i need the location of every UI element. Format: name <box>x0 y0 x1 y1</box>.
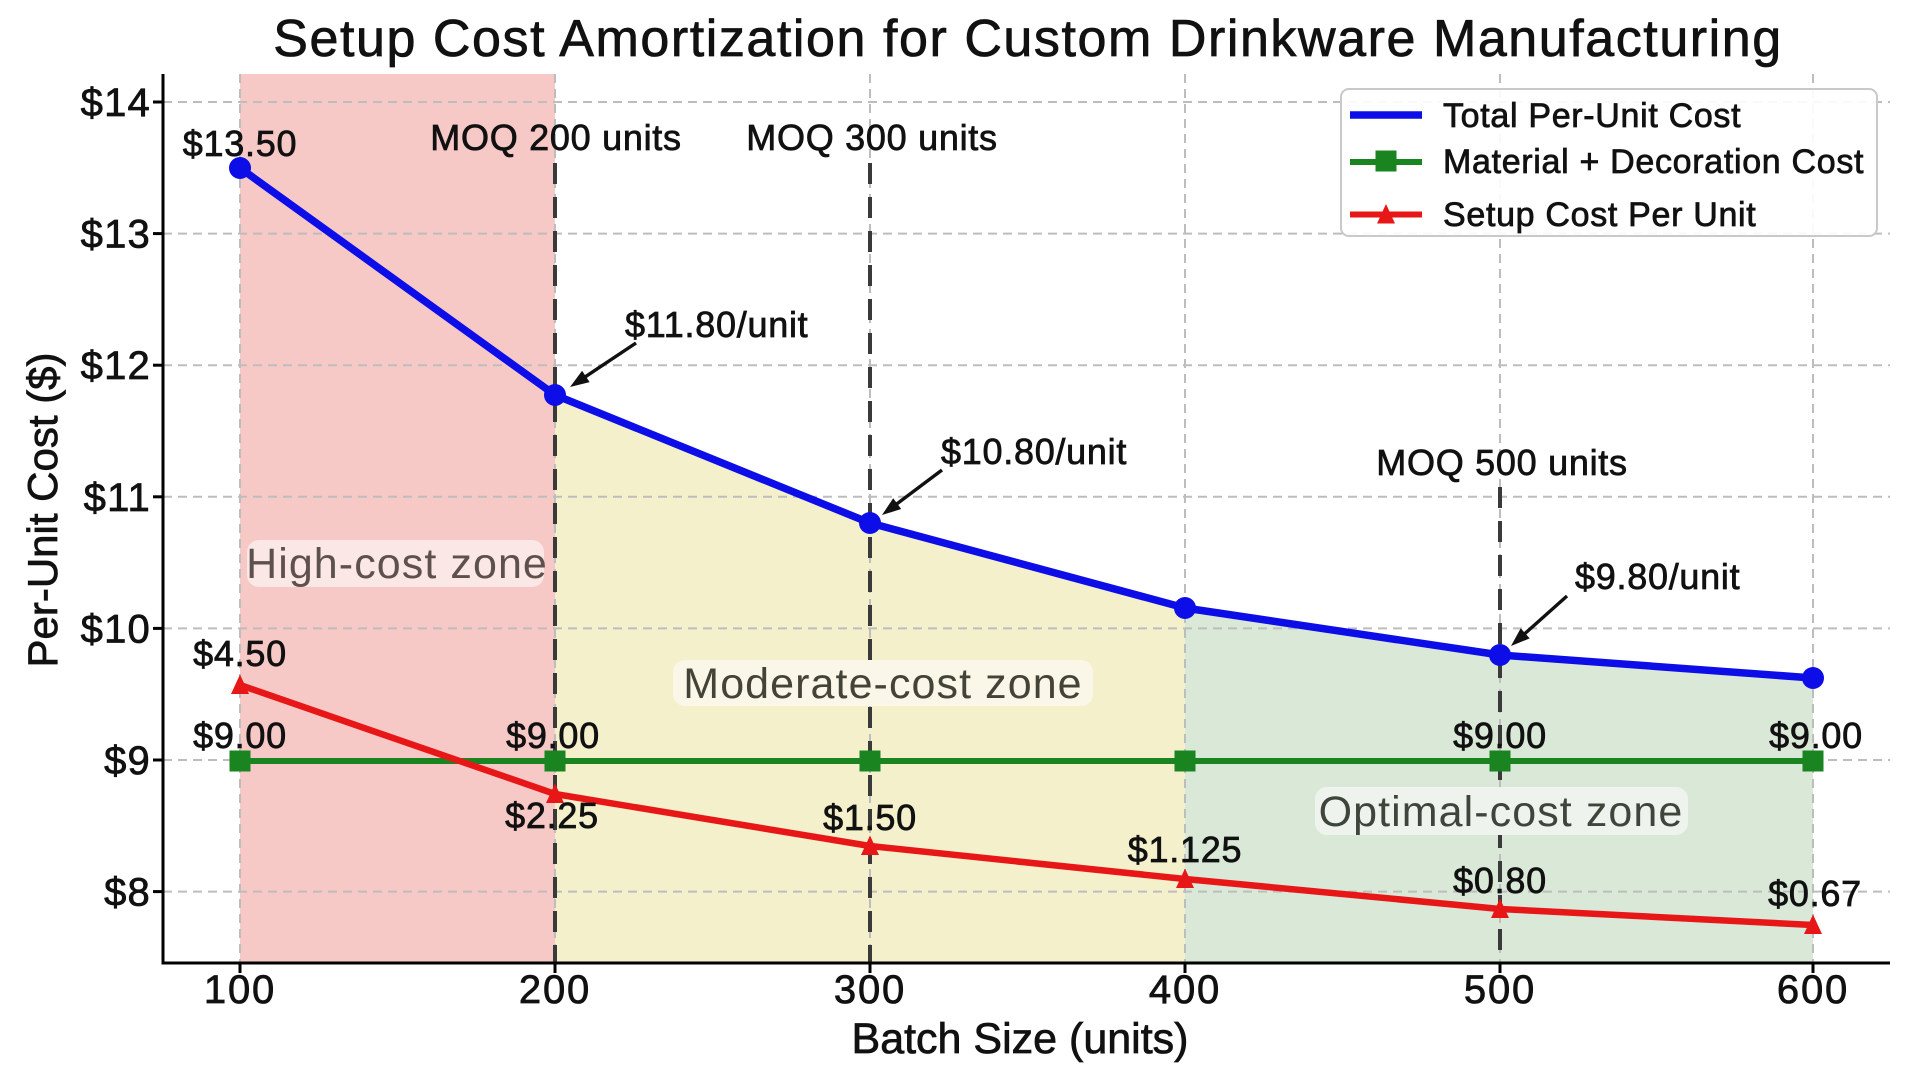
svg-text:$9.00: $9.00 <box>193 715 287 756</box>
svg-text:$9: $9 <box>104 739 151 783</box>
svg-text:$4.50: $4.50 <box>193 633 287 674</box>
svg-text:Moderate-cost zone: Moderate-cost zone <box>683 660 1082 708</box>
svg-text:$14: $14 <box>81 81 151 125</box>
svg-text:$8: $8 <box>104 871 151 915</box>
svg-text:Per-Unit Cost ($): Per-Unit Cost ($) <box>19 352 66 667</box>
svg-text:$0.80: $0.80 <box>1453 860 1547 901</box>
svg-text:$13.50: $13.50 <box>183 123 297 164</box>
svg-text:High-cost zone: High-cost zone <box>246 540 548 588</box>
svg-text:500: 500 <box>1464 968 1536 1012</box>
svg-text:Batch Size (units): Batch Size (units) <box>852 1015 1189 1063</box>
svg-text:$11: $11 <box>84 476 151 520</box>
svg-text:$13: $13 <box>81 213 151 257</box>
svg-text:Material + Decoration Cost: Material + Decoration Cost <box>1443 143 1864 181</box>
svg-text:$10: $10 <box>81 607 151 651</box>
svg-text:$1.50: $1.50 <box>823 797 917 838</box>
svg-text:$9.00: $9.00 <box>506 715 600 756</box>
svg-text:Optimal-cost zone: Optimal-cost zone <box>1319 788 1684 836</box>
svg-text:$12: $12 <box>81 344 151 388</box>
svg-text:$1.125: $1.125 <box>1128 829 1242 870</box>
svg-text:Setup Cost Per Unit: Setup Cost Per Unit <box>1443 196 1756 234</box>
svg-text:$9.80/unit: $9.80/unit <box>1575 556 1740 597</box>
svg-text:$2.25: $2.25 <box>505 795 599 836</box>
svg-text:$10.80/unit: $10.80/unit <box>941 431 1127 472</box>
svg-text:MOQ 500 units: MOQ 500 units <box>1376 442 1627 483</box>
svg-text:MOQ 200 units: MOQ 200 units <box>430 117 681 158</box>
svg-text:$9.00: $9.00 <box>1453 715 1547 756</box>
svg-text:Setup Cost Amortization for Cu: Setup Cost Amortization for Custom Drink… <box>273 10 1783 68</box>
svg-text:$9.00: $9.00 <box>1769 715 1863 756</box>
svg-text:MOQ 300 units: MOQ 300 units <box>746 117 997 158</box>
svg-text:Total Per-Unit Cost: Total Per-Unit Cost <box>1443 97 1741 135</box>
svg-text:$0.67: $0.67 <box>1768 873 1862 914</box>
svg-text:200: 200 <box>519 968 591 1012</box>
svg-text:300: 300 <box>834 968 906 1012</box>
svg-text:600: 600 <box>1777 968 1849 1012</box>
svg-text:100: 100 <box>204 968 276 1012</box>
svg-text:400: 400 <box>1149 968 1221 1012</box>
svg-text:$11.80/unit: $11.80/unit <box>625 304 808 345</box>
